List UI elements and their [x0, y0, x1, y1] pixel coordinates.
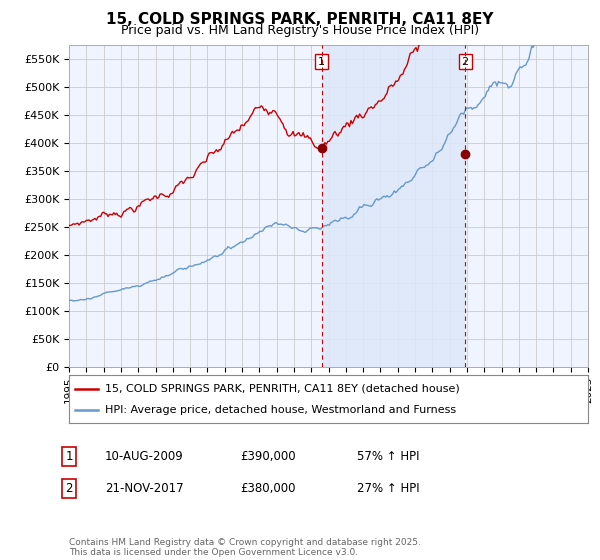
- Text: 21-NOV-2017: 21-NOV-2017: [105, 482, 184, 495]
- Text: 1: 1: [65, 450, 73, 463]
- Text: Price paid vs. HM Land Registry's House Price Index (HPI): Price paid vs. HM Land Registry's House …: [121, 24, 479, 37]
- Text: 15, COLD SPRINGS PARK, PENRITH, CA11 8EY (detached house): 15, COLD SPRINGS PARK, PENRITH, CA11 8EY…: [106, 384, 460, 394]
- Text: 10-AUG-2009: 10-AUG-2009: [105, 450, 184, 463]
- Text: 2: 2: [461, 57, 469, 67]
- Text: Contains HM Land Registry data © Crown copyright and database right 2025.
This d: Contains HM Land Registry data © Crown c…: [69, 538, 421, 557]
- Bar: [322, 45, 465, 367]
- Text: £390,000: £390,000: [240, 450, 296, 463]
- Text: 27% ↑ HPI: 27% ↑ HPI: [357, 482, 419, 495]
- Text: 2: 2: [65, 482, 73, 495]
- Text: HPI: Average price, detached house, Westmorland and Furness: HPI: Average price, detached house, West…: [106, 405, 457, 416]
- Text: 15, COLD SPRINGS PARK, PENRITH, CA11 8EY: 15, COLD SPRINGS PARK, PENRITH, CA11 8EY: [106, 12, 494, 27]
- Text: 57% ↑ HPI: 57% ↑ HPI: [357, 450, 419, 463]
- Text: £380,000: £380,000: [240, 482, 296, 495]
- Text: 1: 1: [318, 57, 325, 67]
